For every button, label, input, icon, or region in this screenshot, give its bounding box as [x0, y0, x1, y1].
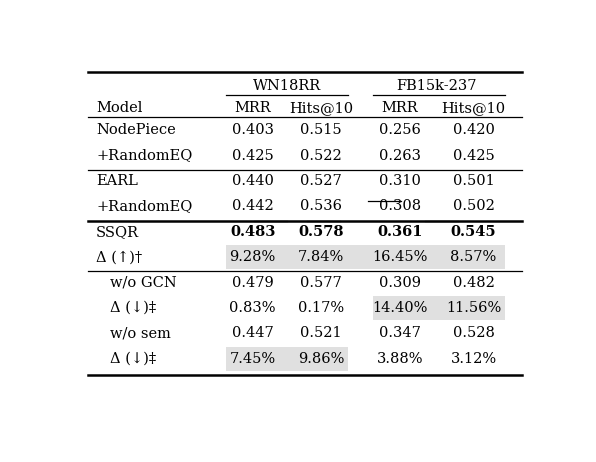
Text: 0.347: 0.347 [379, 327, 421, 340]
Text: 3.12%: 3.12% [451, 352, 496, 366]
Text: w/o GCN: w/o GCN [110, 276, 177, 290]
Text: 0.577: 0.577 [300, 276, 342, 290]
Text: 0.425: 0.425 [232, 149, 274, 163]
Text: MRR: MRR [381, 101, 418, 115]
Text: 0.528: 0.528 [453, 327, 495, 340]
Text: Δ (↓)‡: Δ (↓)‡ [110, 352, 156, 366]
Text: Hits@10: Hits@10 [442, 101, 505, 115]
Text: 9.86%: 9.86% [298, 352, 344, 366]
Text: 7.84%: 7.84% [298, 250, 344, 264]
Text: FB15k-237: FB15k-237 [396, 79, 477, 93]
Text: 0.578: 0.578 [298, 225, 344, 239]
Text: 0.425: 0.425 [453, 149, 495, 163]
Bar [226, 346, 348, 371]
Text: 8.57%: 8.57% [451, 250, 496, 264]
Text: 0.440: 0.440 [232, 174, 274, 188]
Text: 0.361: 0.361 [377, 225, 423, 239]
Text: 16.45%: 16.45% [372, 250, 428, 264]
Text: 7.45%: 7.45% [229, 352, 276, 366]
Text: 0.308: 0.308 [379, 200, 421, 213]
Text: +RandomEQ: +RandomEQ [96, 149, 193, 163]
Text: 0.447: 0.447 [232, 327, 274, 340]
Text: 0.256: 0.256 [379, 123, 421, 137]
Text: 0.420: 0.420 [453, 123, 495, 137]
Text: 0.310: 0.310 [379, 174, 421, 188]
Text: Δ (↑)†: Δ (↑)† [96, 250, 142, 264]
Text: Hits@10: Hits@10 [289, 101, 353, 115]
Text: 0.545: 0.545 [451, 225, 496, 239]
Text: 0.483: 0.483 [230, 225, 275, 239]
Bar [373, 296, 505, 320]
Text: 9.28%: 9.28% [229, 250, 276, 264]
Text: 0.521: 0.521 [300, 327, 342, 340]
Text: 0.536: 0.536 [300, 200, 342, 213]
Text: 3.88%: 3.88% [377, 352, 423, 366]
Text: 0.501: 0.501 [453, 174, 495, 188]
Text: 0.309: 0.309 [379, 276, 421, 290]
Text: 0.263: 0.263 [379, 149, 421, 163]
Text: 14.40%: 14.40% [372, 301, 428, 315]
Text: 0.442: 0.442 [232, 200, 274, 213]
Text: 0.482: 0.482 [453, 276, 495, 290]
Text: WN18RR: WN18RR [253, 79, 321, 93]
Text: 11.56%: 11.56% [446, 301, 501, 315]
Text: EARL: EARL [96, 174, 138, 188]
Text: NodePiece: NodePiece [96, 123, 176, 137]
Text: 0.515: 0.515 [300, 123, 342, 137]
Text: 0.479: 0.479 [232, 276, 274, 290]
Text: 0.83%: 0.83% [229, 301, 276, 315]
Text: 0.527: 0.527 [300, 174, 342, 188]
Text: +RandomEQ: +RandomEQ [96, 200, 193, 213]
Text: MRR: MRR [234, 101, 271, 115]
Text: 0.502: 0.502 [453, 200, 495, 213]
Text: 0.403: 0.403 [232, 123, 274, 137]
Text: Δ (↓)‡: Δ (↓)‡ [110, 301, 156, 315]
Bar [226, 245, 505, 269]
Text: 0.17%: 0.17% [298, 301, 344, 315]
Text: 0.522: 0.522 [300, 149, 342, 163]
Text: SSQR: SSQR [96, 225, 139, 239]
Text: Model: Model [96, 101, 142, 115]
Text: w/o sem: w/o sem [110, 327, 171, 340]
